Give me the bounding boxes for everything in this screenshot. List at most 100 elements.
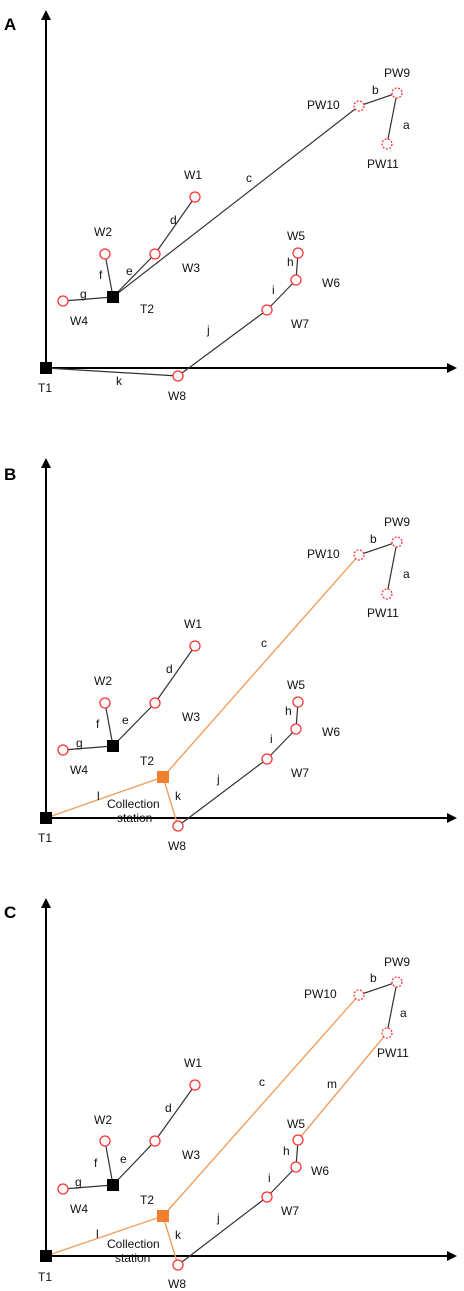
- label-collection-station-line2: station: [115, 1251, 150, 1265]
- label-t1: T1: [38, 381, 52, 395]
- edge-label-m: m: [327, 1077, 337, 1091]
- pipe-j: [177, 309, 268, 377]
- node-w4: [57, 1183, 69, 1195]
- pipe-c: [112, 105, 360, 298]
- label-collection-station-line1: Collection: [107, 797, 160, 811]
- pipe-f: [104, 253, 114, 298]
- label-t1: T1: [38, 1270, 52, 1284]
- node-w5: [292, 247, 304, 259]
- edge-label-k: k: [116, 374, 123, 388]
- label-w5: W5: [287, 229, 305, 243]
- node-w1: [189, 191, 201, 203]
- pipe-i: [266, 728, 297, 760]
- edge-label-i: i: [268, 1171, 271, 1185]
- node-w4: [57, 744, 69, 756]
- label-collection-station-line1: Collection: [107, 1237, 160, 1251]
- label-pw10: PW10: [304, 987, 337, 1001]
- pipe-f: [104, 702, 114, 747]
- label-pw11: PW11: [377, 1046, 409, 1060]
- node-w8: [172, 370, 184, 382]
- label-t2: T2: [140, 302, 154, 316]
- node-w2: [99, 248, 111, 260]
- label-w7: W7: [291, 766, 309, 780]
- node-w5: [292, 1134, 304, 1146]
- edge-label-i: i: [272, 283, 275, 297]
- label-w6: W6: [322, 276, 340, 290]
- edge-label-c: c: [261, 636, 267, 650]
- panel-b: B: [4, 458, 457, 853]
- edge-label-g: g: [80, 287, 87, 301]
- node-pw9: [391, 87, 403, 99]
- label-t1: T1: [38, 831, 52, 845]
- label-pw10: PW10: [307, 547, 340, 561]
- pipe-b: [358, 981, 398, 996]
- node-w2: [99, 1135, 111, 1147]
- node-w8: [172, 820, 184, 832]
- label-w6: W6: [322, 725, 340, 739]
- edge-label-l: l: [96, 1227, 99, 1241]
- edge-label-f: f: [96, 717, 100, 731]
- panel-label-c: C: [4, 903, 16, 922]
- label-w3: W3: [182, 710, 200, 724]
- label-collection-station-line2: station: [117, 811, 152, 825]
- pipe-g: [62, 745, 114, 751]
- edge-label-d: d: [166, 662, 173, 676]
- label-w1: W1: [184, 617, 202, 631]
- pipe-c-new: [162, 554, 360, 778]
- station-t1: [40, 362, 52, 374]
- label-w5: W5: [287, 1117, 305, 1131]
- station-t2: [107, 291, 119, 303]
- pipe-k-new: [162, 776, 179, 827]
- node-pw10: [353, 100, 365, 112]
- collection-station-t2: [157, 1210, 169, 1222]
- node-w7: [261, 753, 273, 765]
- edge-label-j: j: [216, 772, 220, 786]
- station-t1: [40, 812, 52, 824]
- edge-label-k: k: [175, 1228, 182, 1242]
- label-pw9: PW9: [384, 66, 410, 80]
- label-w4: W4: [70, 763, 88, 777]
- node-pw11: [381, 1027, 393, 1039]
- label-w3: W3: [182, 261, 200, 275]
- edge-label-e: e: [126, 264, 133, 278]
- pipe-a: [386, 981, 398, 1034]
- pipe-g: [62, 296, 114, 302]
- label-w7: W7: [281, 1204, 299, 1218]
- label-w2: W2: [94, 225, 112, 239]
- label-pw9: PW9: [384, 515, 410, 529]
- node-w7: [261, 304, 273, 316]
- pipe-i: [266, 279, 297, 311]
- node-pw9: [391, 536, 403, 548]
- edge-label-h: h: [287, 255, 294, 269]
- pipe-b: [358, 541, 398, 556]
- edge-label-f: f: [99, 268, 103, 282]
- pipe-a: [386, 92, 398, 145]
- pipe-c-new: [162, 994, 360, 1217]
- label-t2: T2: [140, 1193, 154, 1207]
- panel-label-a: A: [4, 15, 16, 34]
- pipe-j: [177, 1196, 268, 1266]
- node-w1: [189, 640, 201, 652]
- pipe-i: [266, 1166, 297, 1198]
- pipe-d: [154, 196, 196, 255]
- edge-label-c: c: [246, 171, 252, 185]
- pipe-e: [112, 1140, 156, 1186]
- panel-label-b: B: [4, 465, 16, 484]
- label-w2: W2: [94, 1113, 112, 1127]
- label-w8: W8: [168, 389, 186, 403]
- station-t1: [40, 1250, 52, 1262]
- pipe-d: [154, 645, 196, 704]
- node-w7: [261, 1191, 273, 1203]
- pipe-d: [154, 1084, 196, 1142]
- edge-label-h: h: [283, 1144, 290, 1158]
- edge-label-e: e: [120, 1152, 127, 1166]
- pipe-g: [62, 1184, 114, 1190]
- pipe-e: [112, 253, 156, 298]
- node-w5: [292, 696, 304, 708]
- edge-label-b: b: [370, 971, 377, 985]
- pipe-k-new: [162, 1215, 179, 1266]
- panel-c: C: [4, 898, 457, 1291]
- node-pw11: [381, 138, 393, 150]
- station-old-t2: [107, 1179, 119, 1191]
